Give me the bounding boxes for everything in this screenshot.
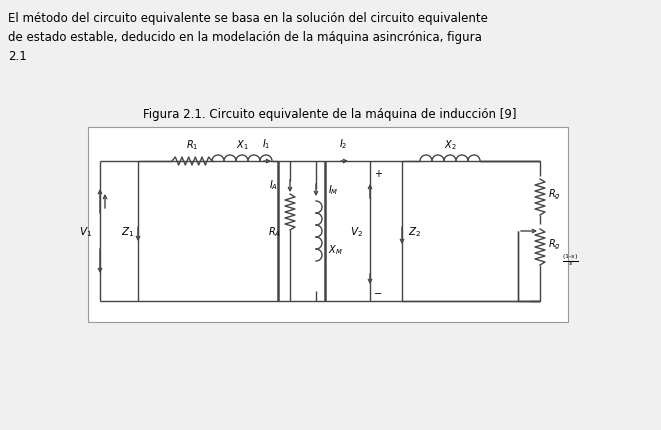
Text: $R_g$: $R_g$ [548,237,561,252]
FancyBboxPatch shape [88,128,568,322]
Text: $I_M$: $I_M$ [328,183,338,197]
Text: $R_A$: $R_A$ [268,224,280,238]
Text: $V_1$: $V_1$ [79,224,93,238]
Text: $\frac{(1\text{-}s)}{s}$: $\frac{(1\text{-}s)}{s}$ [562,252,578,267]
Text: El método del circuito equivalente se basa en la solución del circuito equivalen: El método del circuito equivalente se ba… [8,12,488,63]
Text: −: − [374,289,382,298]
Text: $I_1$: $I_1$ [262,137,270,150]
Text: $R_g$: $R_g$ [548,187,561,202]
Text: $X_2$: $X_2$ [444,138,456,152]
Text: +: + [374,169,382,178]
Text: $I_2$: $I_2$ [339,137,347,150]
Text: $R_1$: $R_1$ [186,138,198,152]
Text: $V_2$: $V_2$ [350,224,362,238]
Text: $Z_1$: $Z_1$ [122,224,135,238]
Text: $Z_2$: $Z_2$ [408,224,421,238]
Text: $X_M$: $X_M$ [328,243,343,256]
Text: Figura 2.1. Circuito equivalente de la máquina de inducción [9]: Figura 2.1. Circuito equivalente de la m… [143,108,517,121]
Text: $I_A$: $I_A$ [270,178,278,191]
Text: $X_1$: $X_1$ [235,138,249,152]
